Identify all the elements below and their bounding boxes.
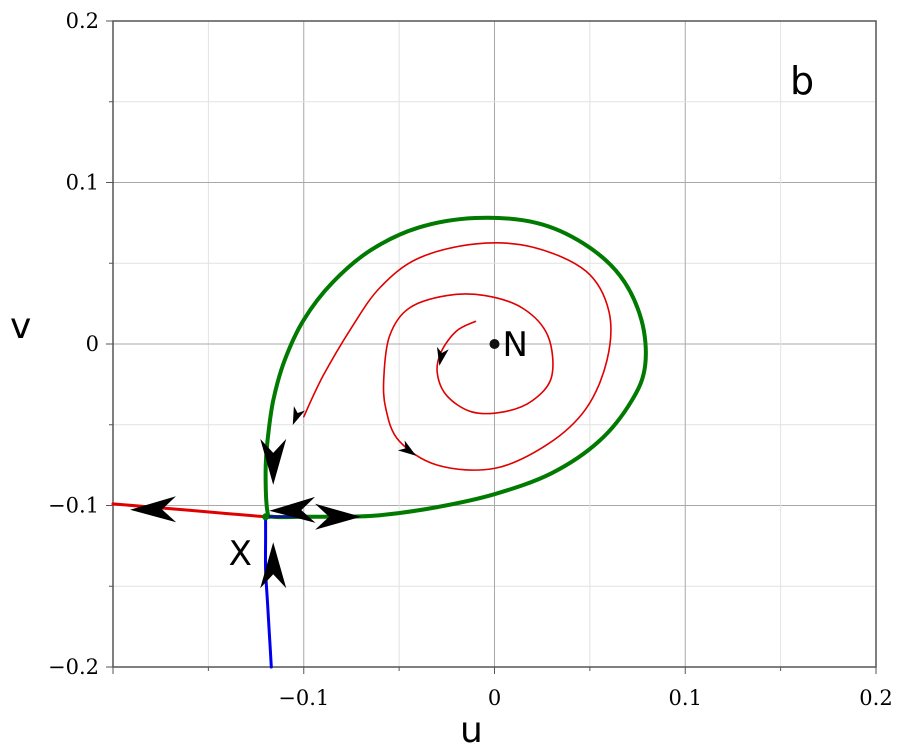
- node-point: [489, 339, 500, 349]
- node-label: N: [503, 325, 528, 365]
- x-tick-label: 0: [488, 686, 501, 710]
- x-tick-label: 0.1: [669, 686, 702, 710]
- y-tick-label: 0.2: [66, 9, 99, 33]
- critical-points: NX: [229, 325, 528, 574]
- direction-arrow: [315, 503, 362, 530]
- y-tick-label: 0.1: [66, 171, 99, 195]
- direction-arrow: [260, 438, 287, 485]
- saddle-label: X: [229, 534, 252, 574]
- separatrix-loop-curve: [263, 215, 648, 520]
- direction-arrow: [130, 496, 177, 523]
- axis-ticks: −0.1 0 0.1 0.2 −0.2 −0.1 0 0.1 0.2: [48, 9, 893, 710]
- x-tick-label: 0.2: [859, 686, 892, 710]
- direction-arrow: [260, 542, 287, 589]
- y-axis-label: v: [10, 306, 31, 347]
- direction-arrow: [436, 346, 449, 366]
- direction-arrow: [269, 496, 316, 523]
- panel-label: b: [790, 59, 814, 103]
- unstable-manifold-left-curve: [111, 502, 268, 519]
- y-tick-label: −0.1: [48, 494, 99, 518]
- spiral-trajectory-curve: [303, 242, 612, 471]
- saddle-point: [262, 513, 270, 521]
- direction-arrows: [130, 346, 449, 589]
- direction-arrow: [397, 440, 417, 456]
- x-tick-label: −0.1: [278, 686, 329, 710]
- stable-manifold-bottom-curve: [263, 515, 273, 669]
- y-tick-label: −0.2: [48, 655, 99, 679]
- trajectories: [111, 215, 648, 669]
- x-axis-label: u: [460, 710, 483, 750]
- direction-arrow: [292, 406, 306, 426]
- y-tick-label: 0: [86, 332, 99, 356]
